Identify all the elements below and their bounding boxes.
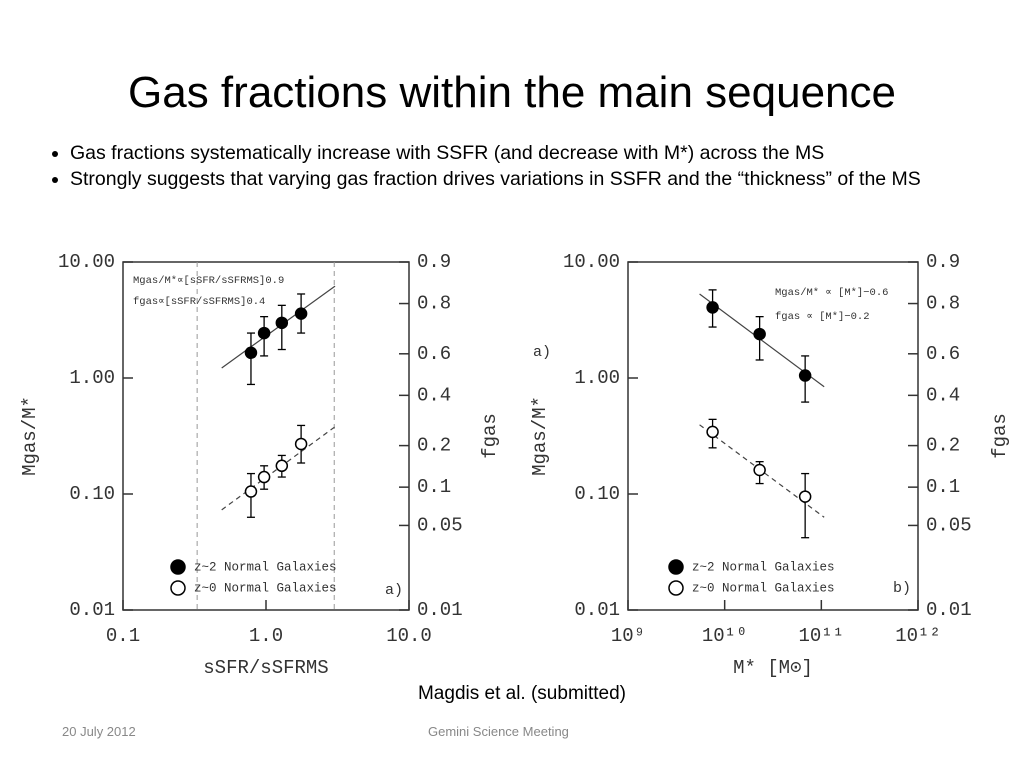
y2-tick-label: 0.1: [417, 476, 451, 498]
y2-tick-label: 0.8: [417, 293, 451, 315]
x-tick-label: 10⁹: [611, 625, 645, 647]
x-tick-label: 10¹²: [895, 625, 941, 647]
y-tick-label: 0.01: [69, 599, 115, 621]
bullet: Strongly suggests that varying gas fract…: [70, 166, 1024, 192]
y2-tick-label: 0.4: [926, 384, 960, 406]
legend-marker: [170, 580, 186, 596]
y2-tick-label: 0.2: [926, 435, 960, 457]
y-axis-label: Mgas/M*: [529, 396, 551, 476]
legend-label: z~0 Normal Galaxies: [194, 581, 337, 595]
legend-label: z~2 Normal Galaxies: [692, 560, 835, 574]
x-tick-label: 10¹⁰: [702, 625, 748, 647]
x-tick-label: 1.0: [249, 625, 283, 647]
y-tick-label: 0.10: [69, 483, 115, 505]
footer-date: 20 July 2012: [62, 724, 136, 739]
plot-frame: [122, 261, 410, 611]
annotation: Mgas/M*∝[sSFR/sSFRMS]0.9: [133, 275, 284, 287]
fit-line: [221, 426, 336, 511]
data-point: [294, 307, 308, 320]
annotation: fgas∝[sSFR/sSFRMS]0.4: [133, 296, 265, 308]
x-axis-label: M* [M⊙]: [733, 657, 813, 679]
legend-label: z~0 Normal Galaxies: [692, 581, 835, 595]
y2-tick-label: 0.05: [417, 514, 463, 536]
data-point: [294, 437, 308, 451]
y2-tick-label: 0.05: [926, 514, 972, 536]
y2-tick-label: 0.9: [926, 251, 960, 273]
data-point: [798, 369, 812, 382]
data-point: [706, 301, 719, 314]
legend-marker: [668, 559, 684, 575]
panel-label: b): [893, 580, 911, 597]
y2-tick-label: 0.2: [417, 435, 451, 457]
legend-marker: [170, 559, 186, 575]
data-point: [244, 485, 258, 498]
data-point: [275, 459, 289, 473]
data-point: [798, 490, 812, 503]
x-tick-label: 10.0: [386, 625, 432, 647]
data-point: [275, 316, 289, 330]
y2-tick-label: 0.6: [926, 343, 960, 365]
x-axis-label: sSFR/sSFRMS: [203, 657, 328, 679]
bullet: Gas fractions systematically increase wi…: [70, 140, 1024, 166]
footer-event: Gemini Science Meeting: [428, 724, 569, 739]
y-tick-label: 10.00: [58, 251, 115, 273]
y2-tick-label: 0.1: [926, 476, 960, 498]
y2-tick-label: 0.01: [417, 599, 463, 621]
y-tick-label: 0.10: [574, 483, 620, 505]
y2-tick-label: 0.8: [926, 293, 960, 315]
legend-marker: [668, 580, 684, 596]
y2-axis-label: fgas: [479, 413, 501, 459]
data-point: [257, 470, 271, 484]
y2-tick-label: 0.6: [417, 343, 451, 365]
x-tick-label: 10¹¹: [799, 625, 845, 647]
data-point: [753, 327, 766, 341]
x-tick-label: 0.1: [106, 625, 140, 647]
plot-frame: [627, 261, 919, 611]
panel-label: a): [385, 582, 403, 599]
y-tick-label: 1.00: [69, 367, 115, 389]
data-point: [244, 346, 258, 360]
y-tick-label: 10.00: [563, 251, 620, 273]
legend-label: z~2 Normal Galaxies: [194, 560, 337, 574]
annotation: fgas ∝ [M*]−0.2: [775, 311, 870, 323]
y2-tick-label: 0.4: [417, 384, 451, 406]
slide-title: Gas fractions within the main sequence: [128, 68, 896, 117]
data-point: [257, 326, 271, 340]
data-point: [706, 425, 719, 439]
data-point: [753, 463, 766, 477]
y-tick-label: 0.01: [574, 599, 620, 621]
annotation: Mgas/M* ∝ [M*]−0.6: [775, 287, 888, 299]
y2-axis-label: fgas: [989, 413, 1011, 459]
caption: Magdis et al. (submitted): [417, 683, 627, 704]
y2-tick-label: 0.9: [417, 251, 451, 273]
panel-label: a): [533, 344, 551, 361]
y-tick-label: 1.00: [574, 367, 620, 389]
y-axis-label: Mgas/M*: [19, 396, 41, 476]
bullet-list: Gas fractions systematically increase wi…: [40, 140, 1024, 192]
y2-tick-label: 0.01: [926, 599, 972, 621]
